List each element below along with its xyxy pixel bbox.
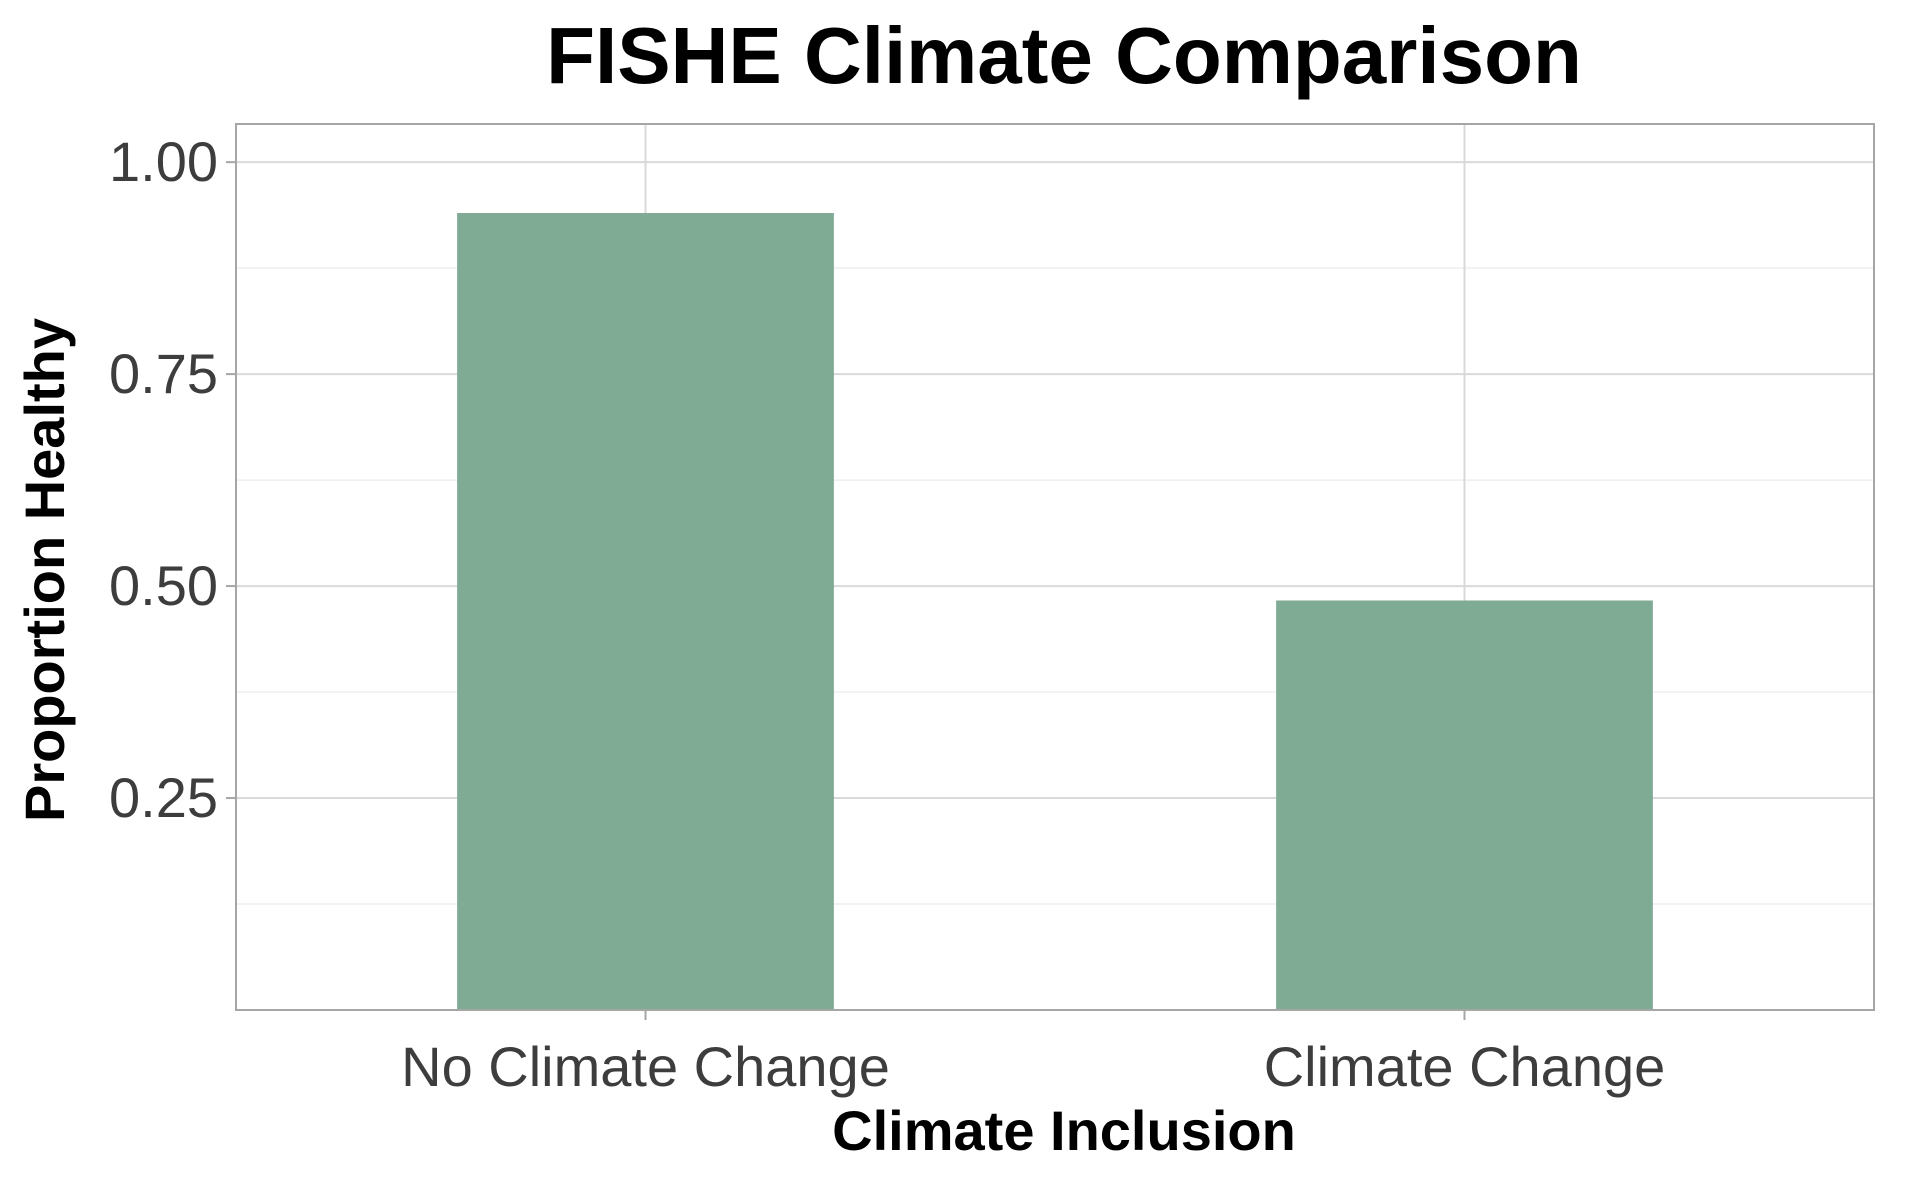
y-tick-label-3: 1.00 [109, 130, 218, 193]
y-tick-label-1: 0.50 [109, 554, 218, 617]
y-axis-title: Proportion Healthy [13, 318, 76, 822]
bar-no-climate-change [457, 213, 834, 1010]
y-tick-label-0: 0.25 [109, 766, 218, 829]
x-tick-label-1: Climate Change [1264, 1035, 1666, 1098]
y-tick-label-2: 0.75 [109, 342, 218, 405]
chart-title: FISHE Climate Comparison [546, 11, 1582, 100]
plot-panel-border [235, 123, 1875, 1011]
bar-climate-change [1276, 600, 1653, 1010]
x-axis-title: Climate Inclusion [832, 1099, 1296, 1162]
x-tick-label-0: No Climate Change [401, 1035, 890, 1098]
plot-area: 0.25 0.50 0.75 1.00 No Climate Change Climate… [109, 123, 1875, 1098]
